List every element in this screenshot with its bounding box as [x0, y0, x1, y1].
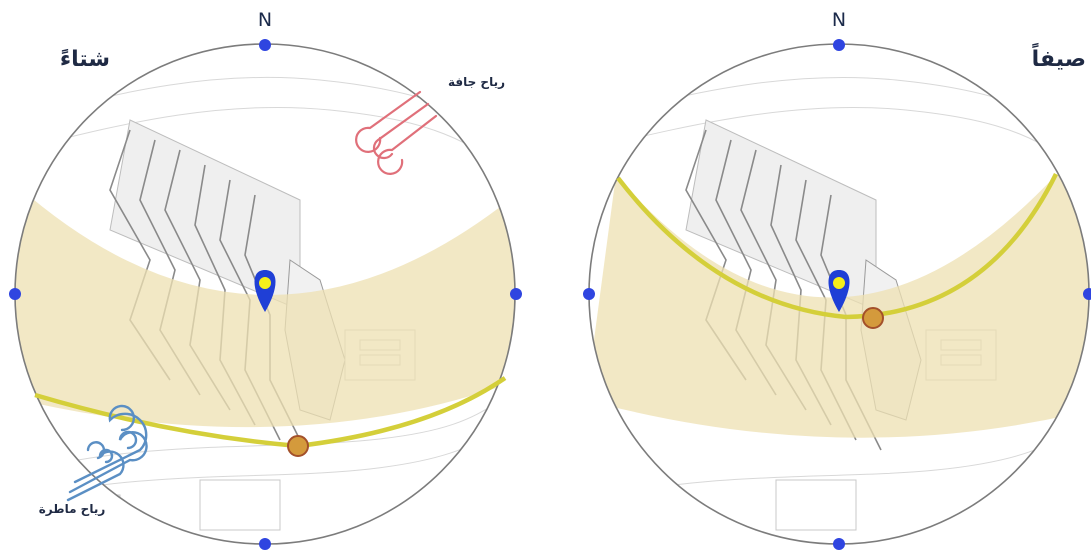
rain-wind-label: رياح ماطرة [39, 502, 106, 516]
compass-dot-north [259, 39, 271, 51]
season-title: شتاءً [60, 47, 110, 72]
sun-path [616, 172, 1059, 320]
compass-dot-north [833, 39, 845, 51]
compass-dot-east [1083, 288, 1091, 300]
compass-dot-east [510, 288, 522, 300]
summer-sun-diagram: N صيفاً [583, 9, 1091, 550]
dry-wind-label: رياح جافة [448, 75, 505, 89]
compass-dot-south [259, 538, 271, 550]
compass-dot-west [9, 288, 21, 300]
sun-band [15, 170, 515, 428]
north-label: N [832, 9, 846, 31]
summer-panel: N صيفاً [546, 0, 1091, 555]
season-title: صيفاً [1032, 42, 1086, 72]
winter-panel: N شتاءً رياح جافة رياح ماطرة [0, 0, 545, 555]
wind-swirl-icon [66, 404, 148, 502]
north-label: N [258, 9, 272, 31]
compass-dot-west [583, 288, 595, 300]
sun-position [287, 435, 309, 457]
winter-sun-diagram: N شتاءً رياح جافة رياح ماطرة [9, 9, 522, 550]
sun-position [862, 307, 884, 329]
map-pin-icon [254, 270, 276, 312]
compass-dot-south [833, 538, 845, 550]
wind-icon [355, 90, 438, 175]
map-pin-icon [828, 270, 850, 312]
